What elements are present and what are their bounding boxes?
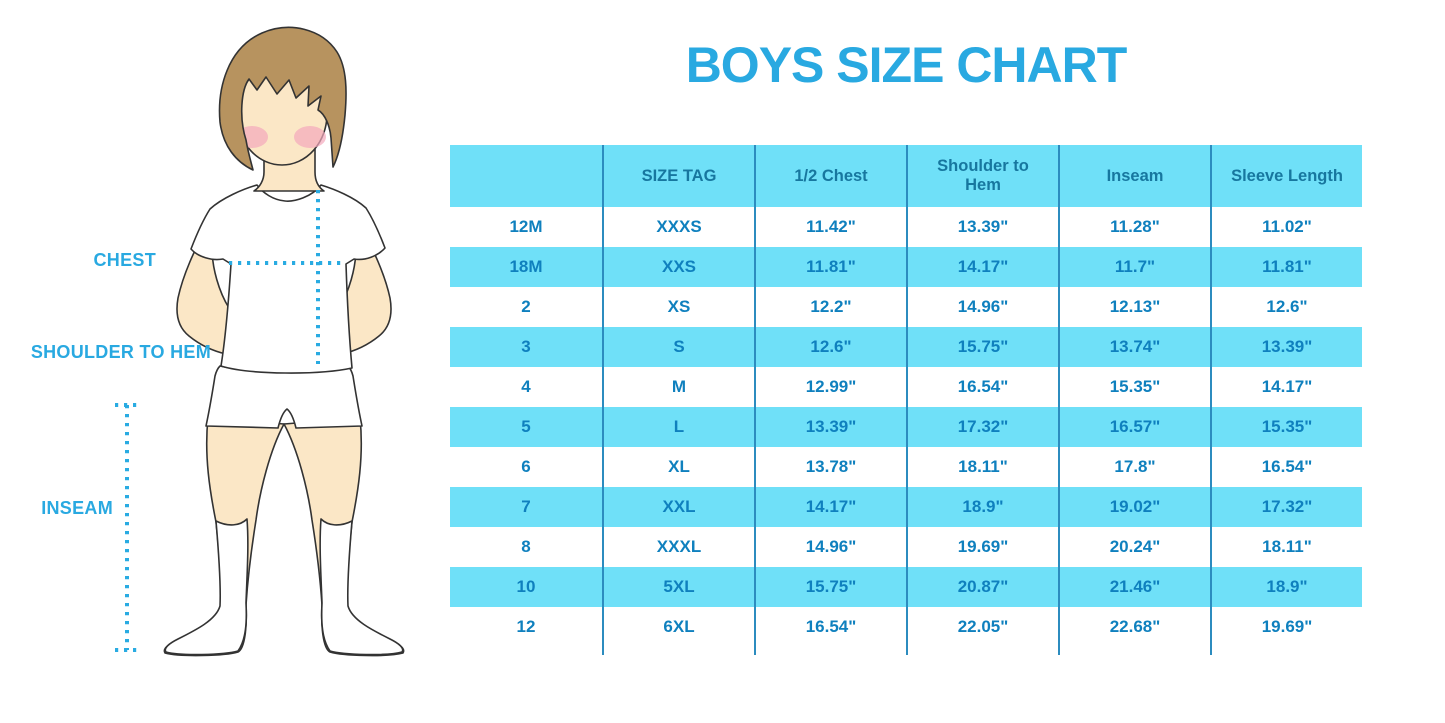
table-cell: 12.99" <box>754 367 906 407</box>
table-cell: 15.35" <box>1210 407 1362 447</box>
shorts <box>205 365 363 429</box>
table-cell: 21.46" <box>1058 567 1210 607</box>
table-cell: 18.11" <box>1210 527 1362 567</box>
table-cell: 14.17" <box>1210 367 1362 407</box>
table-cell: XXXS <box>602 207 754 247</box>
table-cell: XXXL <box>602 527 754 567</box>
table-cell: 12.6" <box>754 327 906 367</box>
table-cell: 5 <box>521 417 531 436</box>
table-cell: 19.69" <box>1210 607 1362 647</box>
hair <box>218 26 347 171</box>
table-cell: XXL <box>602 487 754 527</box>
tshirt <box>190 184 386 374</box>
size-table: SIZE TAG 1/2 Chest Shoulder to Hem Insea… <box>450 145 1362 655</box>
table-cell: 17.32" <box>906 407 1058 447</box>
table-cell: 13.39" <box>1210 327 1362 367</box>
page-title: BOYS SIZE CHART <box>685 37 1128 93</box>
table-cell: 18M <box>509 257 543 276</box>
table-header-cell: Sleeve Length <box>1210 145 1362 207</box>
table-cell: 11.81" <box>1210 247 1362 287</box>
table-cell: 12.13" <box>1058 287 1210 327</box>
table-row: 6 XL 13.78" 18.11" 17.8" 16.54" <box>450 447 1362 487</box>
table-cell: 15.75" <box>906 327 1058 367</box>
table-cell: XXS <box>602 247 754 287</box>
table-cell: XS <box>602 287 754 327</box>
table-header-row: SIZE TAG 1/2 Chest Shoulder to Hem Insea… <box>450 145 1362 207</box>
table-cell: 22.05" <box>906 607 1058 647</box>
table-cell: 20.24" <box>1058 527 1210 567</box>
table-cell: 16.54" <box>754 607 906 647</box>
table-cell: 19.02" <box>1058 487 1210 527</box>
table-cell: 3 <box>521 337 531 356</box>
table-cell: 12.2" <box>754 287 906 327</box>
table-divider-tail <box>450 647 1362 655</box>
table-cell: 11.28" <box>1058 207 1210 247</box>
table-row: 2 XS 12.2" 14.96" 12.13" 12.6" <box>450 287 1362 327</box>
table-cell: 13.39" <box>906 207 1058 247</box>
table-cell: 16.54" <box>906 367 1058 407</box>
table-row: 4 M 12.99" 16.54" 15.35" 14.17" <box>450 367 1362 407</box>
table-row: 18M XXS 11.81" 14.17" 11.7" 11.81" <box>450 247 1362 287</box>
table-cell: 12M <box>509 217 543 236</box>
table-cell: 22.68" <box>1058 607 1210 647</box>
table-cell: 14.96" <box>906 287 1058 327</box>
table-cell: 14.17" <box>754 487 906 527</box>
table-cell: 11.42" <box>754 207 906 247</box>
table-row: 12M XXXS 11.42" 13.39" 11.28" 11.02" <box>450 207 1362 247</box>
table-cell: 11.02" <box>1210 207 1362 247</box>
table-header-cell: Inseam <box>1058 145 1210 207</box>
table-header-cell: SIZE TAG <box>602 145 754 207</box>
table-cell: 12.6" <box>1210 287 1362 327</box>
shoulder-to-hem-label: SHOULDER TO HEM <box>30 342 211 362</box>
table-cell: 5XL <box>602 567 754 607</box>
right-sock <box>319 518 404 656</box>
table-cell: XL <box>602 447 754 487</box>
table-row: 10 5XL 15.75" 20.87" 21.46" 18.9" <box>450 567 1362 607</box>
boy-illustration <box>115 26 405 657</box>
table-cell: 19.69" <box>906 527 1058 567</box>
table-row: 3 S 12.6" 15.75" 13.74" 13.39" <box>450 327 1362 367</box>
table-cell: 12 <box>516 617 536 636</box>
table-header-cell: 1/2 Chest <box>754 145 906 207</box>
table-cell: 17.32" <box>1210 487 1362 527</box>
table-cell: 16.54" <box>1210 447 1362 487</box>
table-cell: 11.81" <box>754 247 906 287</box>
table-cell: 6XL <box>602 607 754 647</box>
table-cell: 10 <box>516 577 536 596</box>
table-body: 12M XXXS 11.42" 13.39" 11.28" 11.02" 18M XXS 11.… <box>450 207 1362 647</box>
table-cell: 11.7" <box>1058 247 1210 287</box>
table-cell: 8 <box>521 537 531 556</box>
table-cell: 7 <box>521 497 531 516</box>
table-cell: 13.78" <box>754 447 906 487</box>
table-header-cell <box>450 145 602 207</box>
table-cell: L <box>602 407 754 447</box>
table-cell: 2 <box>521 297 531 316</box>
table-row: 12 6XL 16.54" 22.05" 22.68" 19.69" <box>450 607 1362 647</box>
table-row: 5 L 13.39" 17.32" 16.57" 15.35" <box>450 407 1362 447</box>
table-cell: 18.11" <box>906 447 1058 487</box>
table-cell: 14.17" <box>906 247 1058 287</box>
table-cell: 15.35" <box>1058 367 1210 407</box>
table-cell: 13.39" <box>754 407 906 447</box>
table-cell: 17.8" <box>1058 447 1210 487</box>
table-cell: 18.9" <box>906 487 1058 527</box>
table-cell: 13.74" <box>1058 327 1210 367</box>
table-cell: M <box>602 367 754 407</box>
table-header-cell: Shoulder to Hem <box>906 145 1058 207</box>
table-cell: 15.75" <box>754 567 906 607</box>
table-cell: 6 <box>521 457 531 476</box>
table-cell: 16.57" <box>1058 407 1210 447</box>
table-row: 7 XXL 14.17" 18.9" 19.02" 17.32" <box>450 487 1362 527</box>
table-cell: 4 <box>521 377 531 396</box>
table-cell: 18.9" <box>1210 567 1362 607</box>
chest-label: CHEST <box>93 250 156 270</box>
right-cheek-icon <box>294 126 326 148</box>
table-cell: 20.87" <box>906 567 1058 607</box>
table-cell: S <box>602 327 754 367</box>
inseam-label: INSEAM <box>41 498 113 518</box>
left-sock <box>164 518 249 656</box>
table-cell: 14.96" <box>754 527 906 567</box>
table-row: 8 XXXL 14.96" 19.69" 20.24" 18.11" <box>450 527 1362 567</box>
